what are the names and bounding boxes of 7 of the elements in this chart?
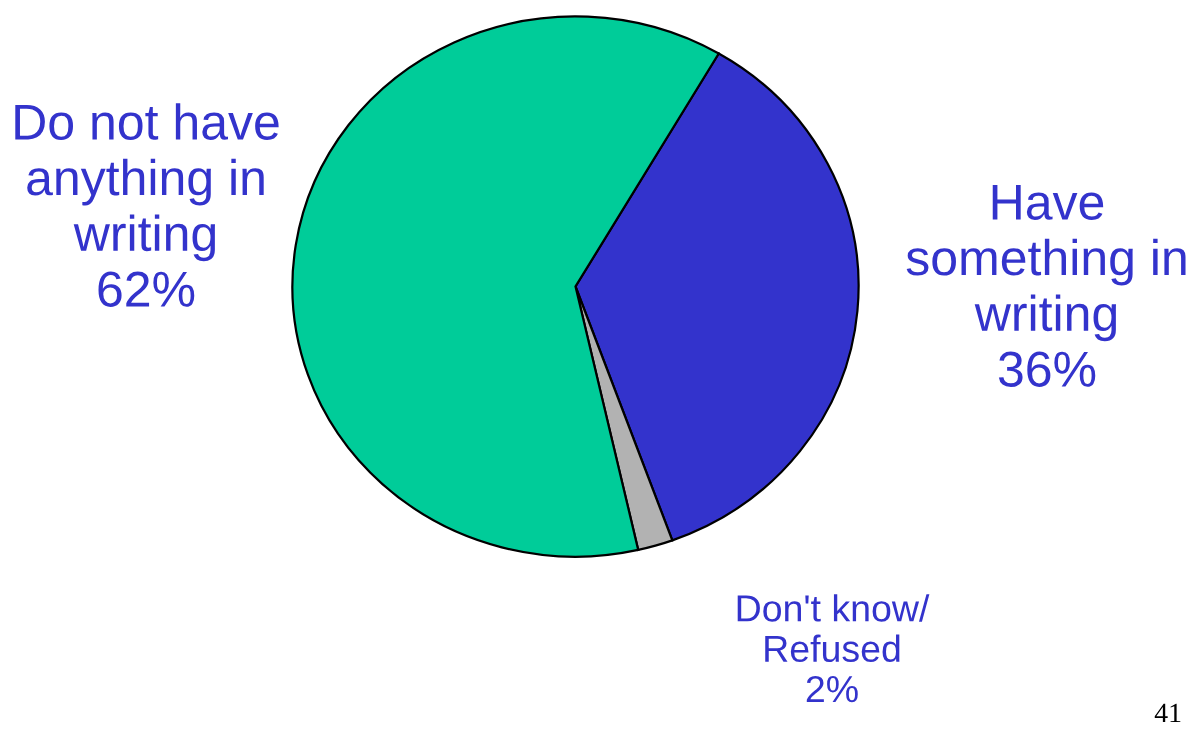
slice-label: Have something in writing	[906, 185, 1186, 342]
slice-label: Do not have anything in writing	[15, 103, 279, 262]
data-label: 36%	[998, 351, 1096, 387]
data-label: 2%	[806, 675, 858, 703]
slice-label: Don't know/ Refused	[737, 594, 930, 663]
data-label: 62%	[98, 271, 195, 307]
text: 41	[1154, 703, 1181, 723]
